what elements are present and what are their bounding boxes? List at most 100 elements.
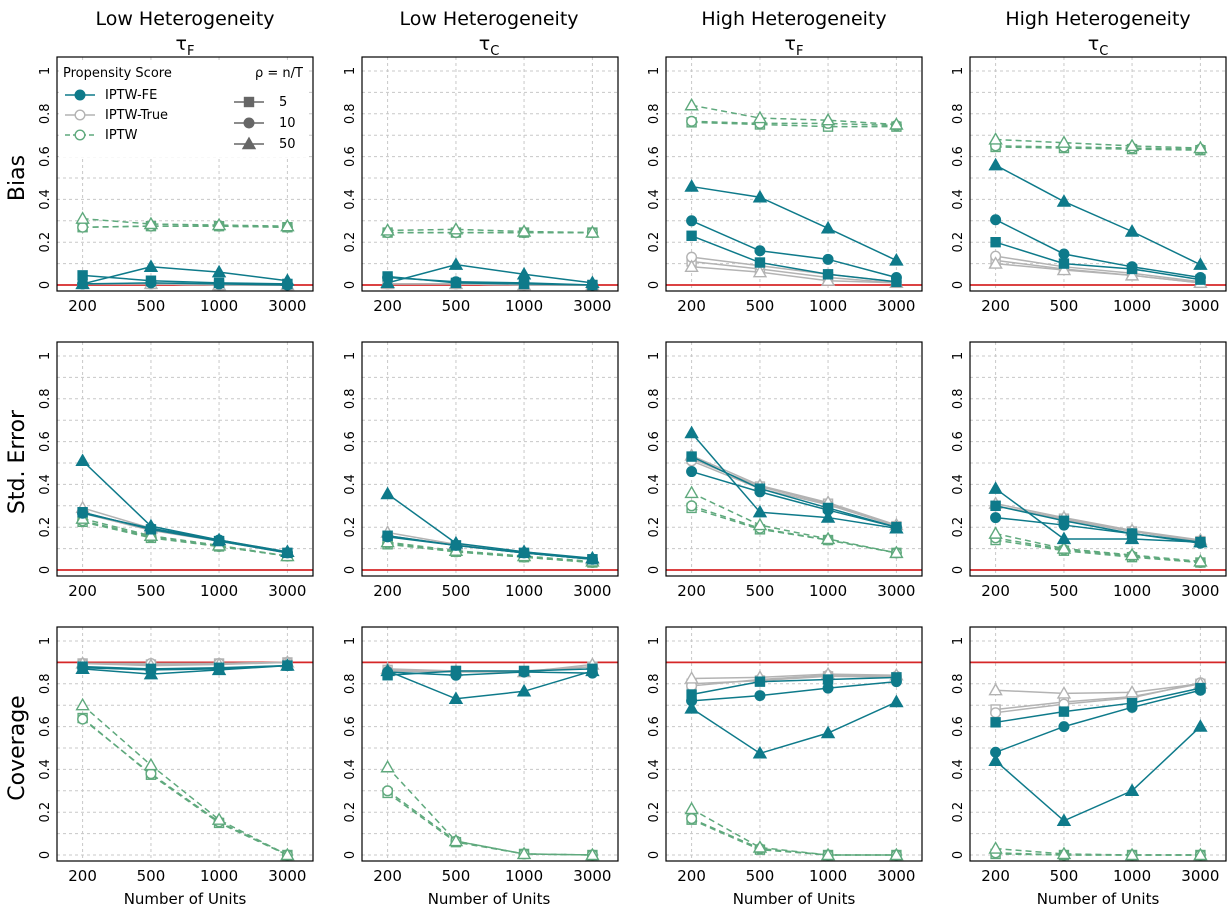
data-point-iptw-fe-rho-50 <box>820 510 836 523</box>
legend-label-iptw-true: IPTW-True <box>105 108 168 123</box>
data-point-iptw-fe-rho-10 <box>145 277 157 289</box>
panels: 200 500 1000 3000 0 0.2 0.4 0.6 0.8 1 200 500 1000 30… <box>38 56 1227 885</box>
x-tick-label: 1000 <box>1113 582 1151 600</box>
data-point-iptw-fe-rho-50 <box>380 486 395 500</box>
data-point-iptw-fe-rho-5 <box>990 717 1001 728</box>
y-tick-label: 0.4 <box>647 189 662 210</box>
y-tick-label: 0.6 <box>647 146 662 167</box>
data-point-iptw-fe-rho-10 <box>450 276 462 288</box>
data-point-iptw-fe-rho-10 <box>518 666 530 678</box>
data-point-iptw-fe-rho-10 <box>686 215 698 227</box>
x-tick-label: 3000 <box>268 867 306 885</box>
data-point-iptw-rho-50 <box>143 528 159 541</box>
y-tick-label: 1 <box>38 352 53 360</box>
data-point-iptw-fe-rho-50 <box>1124 224 1140 237</box>
x-tick-label: 1000 <box>809 867 847 885</box>
y-tick-label: 0 <box>38 851 53 859</box>
data-point-iptw-fe-rho-50 <box>820 725 836 739</box>
x-tick-label: 3000 <box>877 867 915 885</box>
plot-frame <box>56 341 314 577</box>
series-line-iptw-fe-rho-50 <box>387 670 593 700</box>
x-tick-label: 200 <box>68 297 97 315</box>
y-tick-label: 0.2 <box>38 517 53 538</box>
data-point-iptw-fe-rho-10 <box>990 512 1002 524</box>
y-tick-label: 1 <box>343 637 358 645</box>
series-line-iptw-rho-5 <box>691 121 897 128</box>
data-point-iptw-rho-50 <box>1193 554 1208 567</box>
y-tick-label: 0.2 <box>343 802 358 823</box>
data-point-iptw-rho-10 <box>686 500 698 512</box>
row-labels: Bias Std. Error Coverage <box>5 155 30 801</box>
data-point-iptw-fe-rho-50 <box>1193 719 1208 732</box>
column-titles: Low Heterogeneity Low Heterogeneity High… <box>95 8 1190 59</box>
data-point-iptw-fe-rho-50 <box>380 663 395 677</box>
data-point-iptw-fe-rho-50 <box>143 666 159 680</box>
data-point-iptw-fe-rho-10 <box>754 486 766 498</box>
legend-label-rho-5: 5 <box>279 95 287 110</box>
series-line-iptw-rho-50 <box>691 808 897 856</box>
data-point-iptw-true-rho-10 <box>990 707 1002 719</box>
data-point-iptw-fe-rho-10 <box>1194 684 1206 696</box>
x-axis-title: Number of Units <box>124 890 247 908</box>
data-point-iptw-fe-rho-50 <box>1193 257 1208 270</box>
x-axis-titles: Number of Units Number of Units Number o… <box>124 890 1160 908</box>
plot-frame <box>969 626 1227 862</box>
y-tick-label: 0.6 <box>343 146 358 167</box>
x-tick-label: 3000 <box>573 297 611 315</box>
data-point-iptw-rho-10 <box>145 768 157 780</box>
y-tick-label: 1 <box>343 67 358 75</box>
series-line-iptw-fe-rho-5 <box>995 241 1201 281</box>
y-tick-label: 1 <box>38 637 53 645</box>
y-tick-label: 0.6 <box>343 431 358 452</box>
series-line-iptw-rho-50 <box>387 228 593 234</box>
y-tick-label: 0.8 <box>647 103 662 124</box>
x-tick-label: 500 <box>137 297 166 315</box>
legend-label-rho-10: 10 <box>279 116 296 131</box>
data-point-iptw-fe-rho-50 <box>684 179 699 192</box>
x-tick-label: 500 <box>442 582 471 600</box>
series-line-iptw-true-rho-50 <box>691 454 897 526</box>
y-tick-label: 0.6 <box>951 716 966 737</box>
x-tick-label: 500 <box>442 297 471 315</box>
x-tick-label: 200 <box>677 867 706 885</box>
column-subtitle-3: τF <box>785 33 804 59</box>
series-line-iptw-rho-50 <box>82 704 288 856</box>
data-point-iptw-fe-rho-50 <box>75 661 90 675</box>
legend-label-iptw: IPTW <box>105 128 138 143</box>
data-point-iptw-true-rho-50 <box>1124 267 1140 281</box>
series-line-iptw-rho-10 <box>691 817 897 856</box>
series-line-iptw-rho-5 <box>995 146 1201 151</box>
plot-frame <box>665 341 923 577</box>
y-tick-label: 0 <box>647 281 662 289</box>
x-tick-label: 1000 <box>809 297 847 315</box>
data-point-iptw-rho-50 <box>1056 846 1072 860</box>
data-point-iptw-true-rho-50 <box>1056 262 1072 276</box>
data-point-iptw-fe-rho-50 <box>280 658 295 671</box>
series-line-iptw-fe-rho-50 <box>691 432 897 530</box>
series-line-iptw-rho-10 <box>82 225 288 228</box>
data-point-iptw-fe-rho-50 <box>820 220 836 234</box>
data-point-iptw-fe-rho-10 <box>890 272 902 284</box>
series-line-iptw-rho-50 <box>387 766 593 856</box>
series-line-iptw-fe-rho-10 <box>691 470 897 528</box>
y-tick-label: 0.4 <box>38 189 53 210</box>
series-line-iptw-rho-50 <box>995 138 1201 149</box>
y-tick-label: 0.4 <box>951 474 966 495</box>
y-tick-label: 0.2 <box>647 802 662 823</box>
x-tick-label: 1000 <box>200 297 238 315</box>
data-point-iptw-fe-rho-50 <box>585 275 600 289</box>
x-tick-label: 3000 <box>877 297 915 315</box>
data-point-iptw-rho-50 <box>820 531 836 545</box>
column-subtitle-4: τC <box>1088 33 1109 59</box>
series-line-iptw-fe-rho-50 <box>387 493 593 559</box>
series-line-iptw-fe-rho-50 <box>387 263 593 284</box>
series-line-iptw-fe-rho-10 <box>82 282 288 286</box>
x-tick-label: 200 <box>981 582 1010 600</box>
y-tick-label: 0.2 <box>38 802 53 823</box>
plot-frame <box>56 626 314 862</box>
data-point-iptw-fe-rho-10 <box>1126 701 1138 713</box>
legend-marker-iptw-fe <box>74 89 86 101</box>
y-tick-label: 0.4 <box>343 474 358 495</box>
data-point-iptw-rho-50 <box>1056 541 1072 554</box>
data-point-iptw-rho-50 <box>1056 135 1072 148</box>
